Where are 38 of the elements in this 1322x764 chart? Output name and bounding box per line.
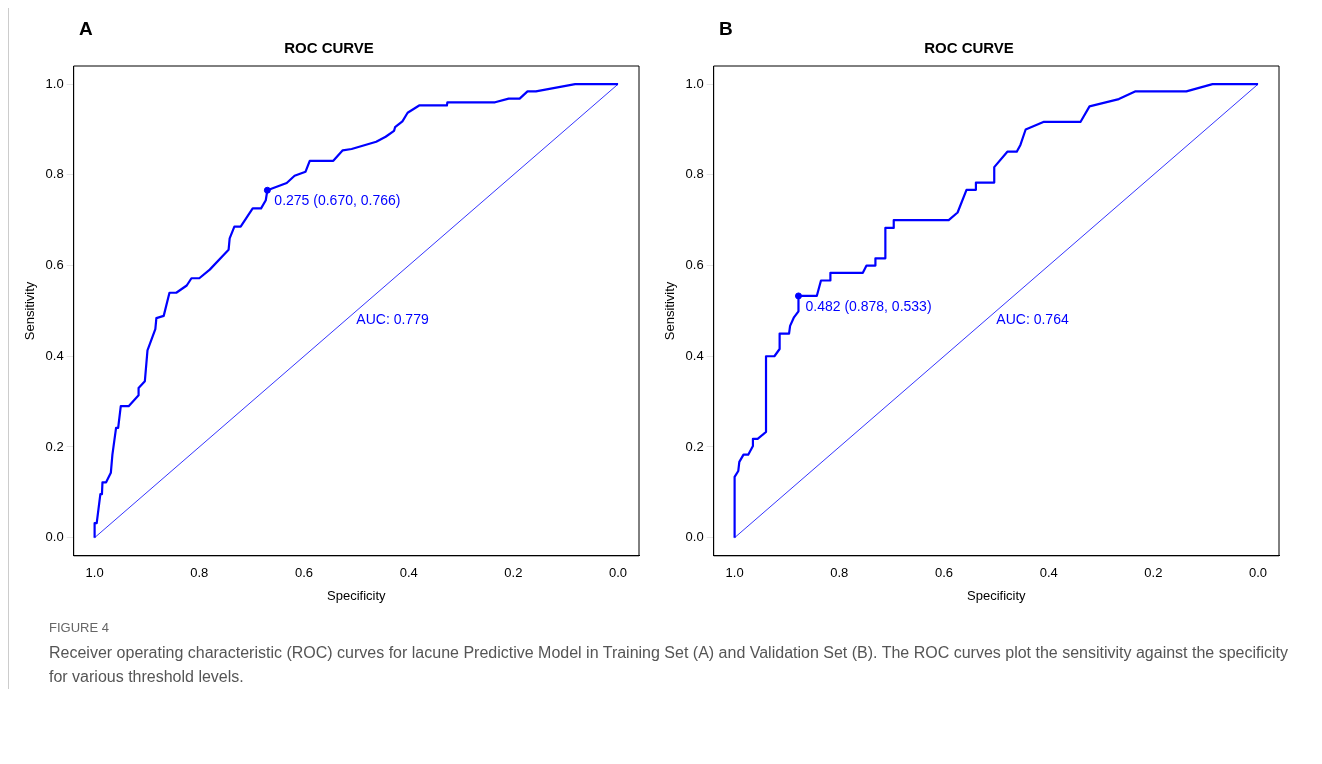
annotation: AUC: 0.779 xyxy=(356,310,429,327)
y-tick-label: 0.4 xyxy=(685,347,704,363)
y-tick-label: 0.0 xyxy=(45,529,64,545)
caption: FIGURE 4 xyxy=(49,620,110,635)
x-tick-label: 1.0 xyxy=(725,565,744,581)
annotation: 0.275 (0.670, 0.766) xyxy=(274,192,401,209)
text: A xyxy=(79,18,93,40)
x-tick-label: 0.0 xyxy=(609,565,628,581)
text: Receiver operating characteristic (ROC) curves for lacune Predictive Model in Training Set (A) and Validation Set (B). The ROC curves plot the sensitivity against the specificity for various threshold levels. xyxy=(49,643,1290,687)
y-tick-label: 0.8 xyxy=(45,166,64,182)
x-tick-label: 0.2 xyxy=(504,565,523,581)
y-tick-label: 1.0 xyxy=(45,75,64,91)
chart-title: ROC CURVE xyxy=(924,39,1014,57)
y-tick-label: 0.6 xyxy=(685,257,704,273)
x-axis-title: Specificity xyxy=(967,587,1027,603)
x-tick-label: 1.0 xyxy=(85,565,104,581)
y-tick-label: 0.6 xyxy=(45,257,64,273)
x-tick-label: 0.6 xyxy=(294,565,314,581)
y-tick-label: 0.2 xyxy=(45,438,64,454)
text: B xyxy=(719,18,733,40)
x-axis-title: Specificity xyxy=(327,587,387,603)
x-tick-label: 0.4 xyxy=(399,565,418,581)
x-tick-label: 0.4 xyxy=(1039,565,1058,581)
annotation: AUC: 0.764 xyxy=(996,310,1069,327)
x-tick-label: 0.0 xyxy=(1249,565,1268,581)
y-axis-title: Sensitivity xyxy=(22,281,38,341)
x-tick-label: 0.2 xyxy=(1144,565,1163,581)
y-tick-label: 0.4 xyxy=(45,347,64,363)
y-tick-label: 0.2 xyxy=(685,438,704,454)
y-tick-label: 0.0 xyxy=(685,529,704,545)
x-tick-label: 0.6 xyxy=(934,565,954,581)
y-tick-label: 1.0 xyxy=(685,75,704,91)
y-tick-label: 0.8 xyxy=(685,166,704,182)
chart-title: ROC CURVE xyxy=(284,39,374,57)
annotation: 0.482 (0.878, 0.533) xyxy=(805,297,932,314)
y-axis-title: Sensitivity xyxy=(662,281,678,341)
x-tick-label: 0.8 xyxy=(830,565,849,581)
x-tick-label: 0.8 xyxy=(190,565,209,581)
